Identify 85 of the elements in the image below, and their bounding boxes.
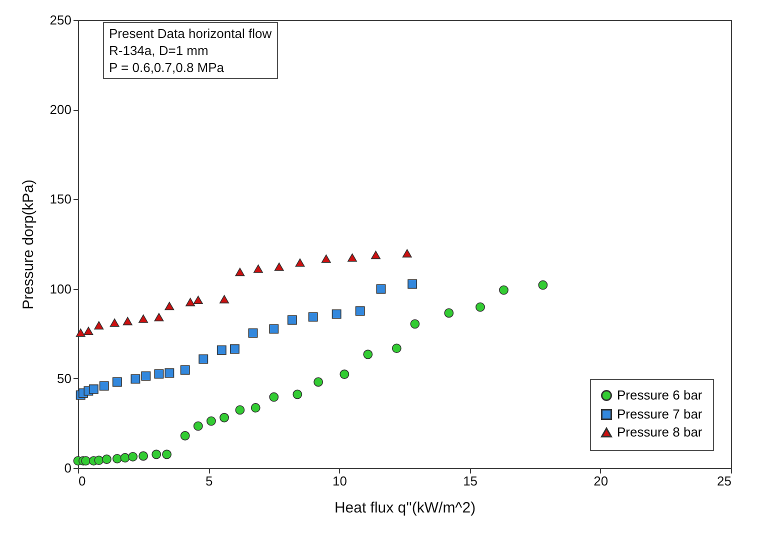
y-tick-label: 250 — [50, 12, 72, 28]
point — [235, 268, 245, 276]
x-tick-label: 20 — [594, 474, 608, 488]
point — [392, 344, 402, 354]
y-tick-label: 0 — [64, 460, 72, 476]
point — [193, 421, 203, 431]
point — [198, 354, 208, 364]
point — [363, 350, 373, 360]
point — [88, 384, 98, 394]
point — [355, 306, 365, 316]
legend-label: Pressure 6 bar — [617, 388, 703, 402]
point — [269, 392, 279, 402]
point — [206, 416, 216, 426]
point — [138, 451, 148, 461]
point — [274, 262, 284, 271]
point — [152, 450, 162, 460]
point — [102, 454, 112, 464]
point — [99, 381, 109, 391]
y-tick-label: 100 — [50, 281, 72, 296]
point — [476, 302, 485, 312]
point — [84, 326, 94, 336]
y-axis-title: Pressure dorp(kPa) — [20, 179, 37, 310]
point — [402, 249, 412, 258]
point — [254, 264, 263, 273]
point — [348, 253, 357, 262]
point — [94, 321, 104, 330]
point — [154, 369, 164, 379]
point — [408, 279, 418, 289]
point — [81, 456, 91, 466]
x-tick-label: 25 — [717, 474, 732, 488]
x-tick-label: 0 — [78, 474, 86, 488]
point — [499, 285, 508, 295]
point — [340, 370, 350, 379]
point — [220, 412, 229, 422]
point — [248, 328, 258, 338]
x-tick-label: 5 — [205, 474, 213, 488]
point — [128, 452, 138, 462]
point — [162, 450, 172, 460]
point — [444, 308, 454, 318]
y-tick-label: 50 — [57, 370, 72, 386]
point — [371, 250, 380, 260]
point — [308, 312, 318, 322]
point — [269, 324, 279, 334]
legend-label: Pressure 8 bar — [617, 424, 703, 440]
x-tick-label: 15 — [463, 474, 478, 488]
y-tick-label: 200 — [50, 102, 72, 118]
text-box: Present Data horizontal flow R-134a, D=1 mm P = 0.6,0.7,0.8 MPa — [103, 22, 278, 79]
point — [287, 315, 297, 325]
point — [321, 254, 331, 263]
annotation: Present Data horizontal flow — [109, 25, 272, 42]
point — [164, 368, 174, 378]
point — [410, 319, 420, 329]
point — [76, 328, 86, 337]
legend-label: Pressure 7 bar — [617, 406, 703, 422]
point — [216, 345, 226, 355]
point — [186, 298, 196, 306]
point — [112, 454, 122, 464]
point — [292, 390, 302, 400]
x-tick-label: 10 — [332, 474, 347, 488]
point — [235, 405, 245, 415]
point — [120, 453, 130, 463]
point — [154, 312, 164, 322]
y-tick-label: 150 — [50, 192, 72, 207]
point — [94, 456, 104, 466]
point — [230, 344, 240, 354]
point — [130, 374, 140, 384]
point — [180, 431, 190, 440]
point — [220, 295, 229, 304]
point — [332, 309, 342, 319]
point — [250, 403, 260, 413]
point — [164, 302, 174, 310]
point — [141, 371, 151, 381]
point — [110, 318, 120, 327]
point — [295, 258, 305, 267]
point — [180, 365, 190, 375]
point — [138, 314, 148, 323]
point — [538, 280, 548, 290]
x-axis-title: Heat flux q''(kW/m^2) — [334, 500, 476, 516]
point — [314, 377, 324, 387]
annotation: P = 0.6,0.7,0.8 MPa — [109, 59, 226, 76]
point — [112, 377, 122, 387]
point — [376, 284, 386, 294]
point — [193, 296, 203, 304]
point — [122, 316, 132, 326]
annotation: R-134a, D=1 mm — [109, 42, 210, 59]
